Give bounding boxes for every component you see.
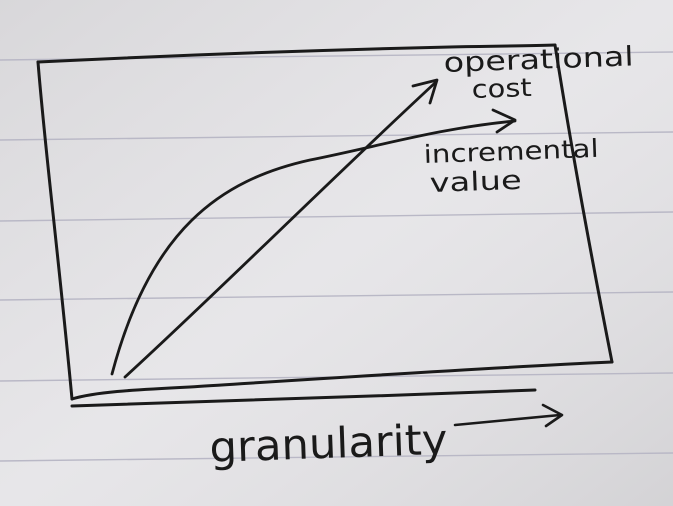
label-cost: cost [471,73,532,104]
drawn-frame [36,43,614,408]
x-axis-arrowhead [541,403,564,428]
x-axis-arrow-shaft [453,413,562,427]
label-incremental: incremental [423,134,599,169]
sketch-labels: operational cost incremental value granu… [209,41,634,472]
x-axis-label: granularity [209,415,449,472]
label-value: value [429,166,522,199]
x-axis-direction-arrow [453,403,564,428]
frame-right-edge [553,43,614,364]
sketch-curves [110,78,517,379]
incremental-value-curve [110,119,517,376]
frame-bottom-edge [70,360,614,401]
incremental-value-arrowhead [491,108,517,134]
label-operational: operational [443,41,634,79]
operational-cost-arrowhead [411,78,439,105]
operational-cost-line [123,80,438,379]
frame-left-edge [36,60,74,401]
frame-top-edge [36,43,557,64]
x-axis-line [70,388,537,408]
